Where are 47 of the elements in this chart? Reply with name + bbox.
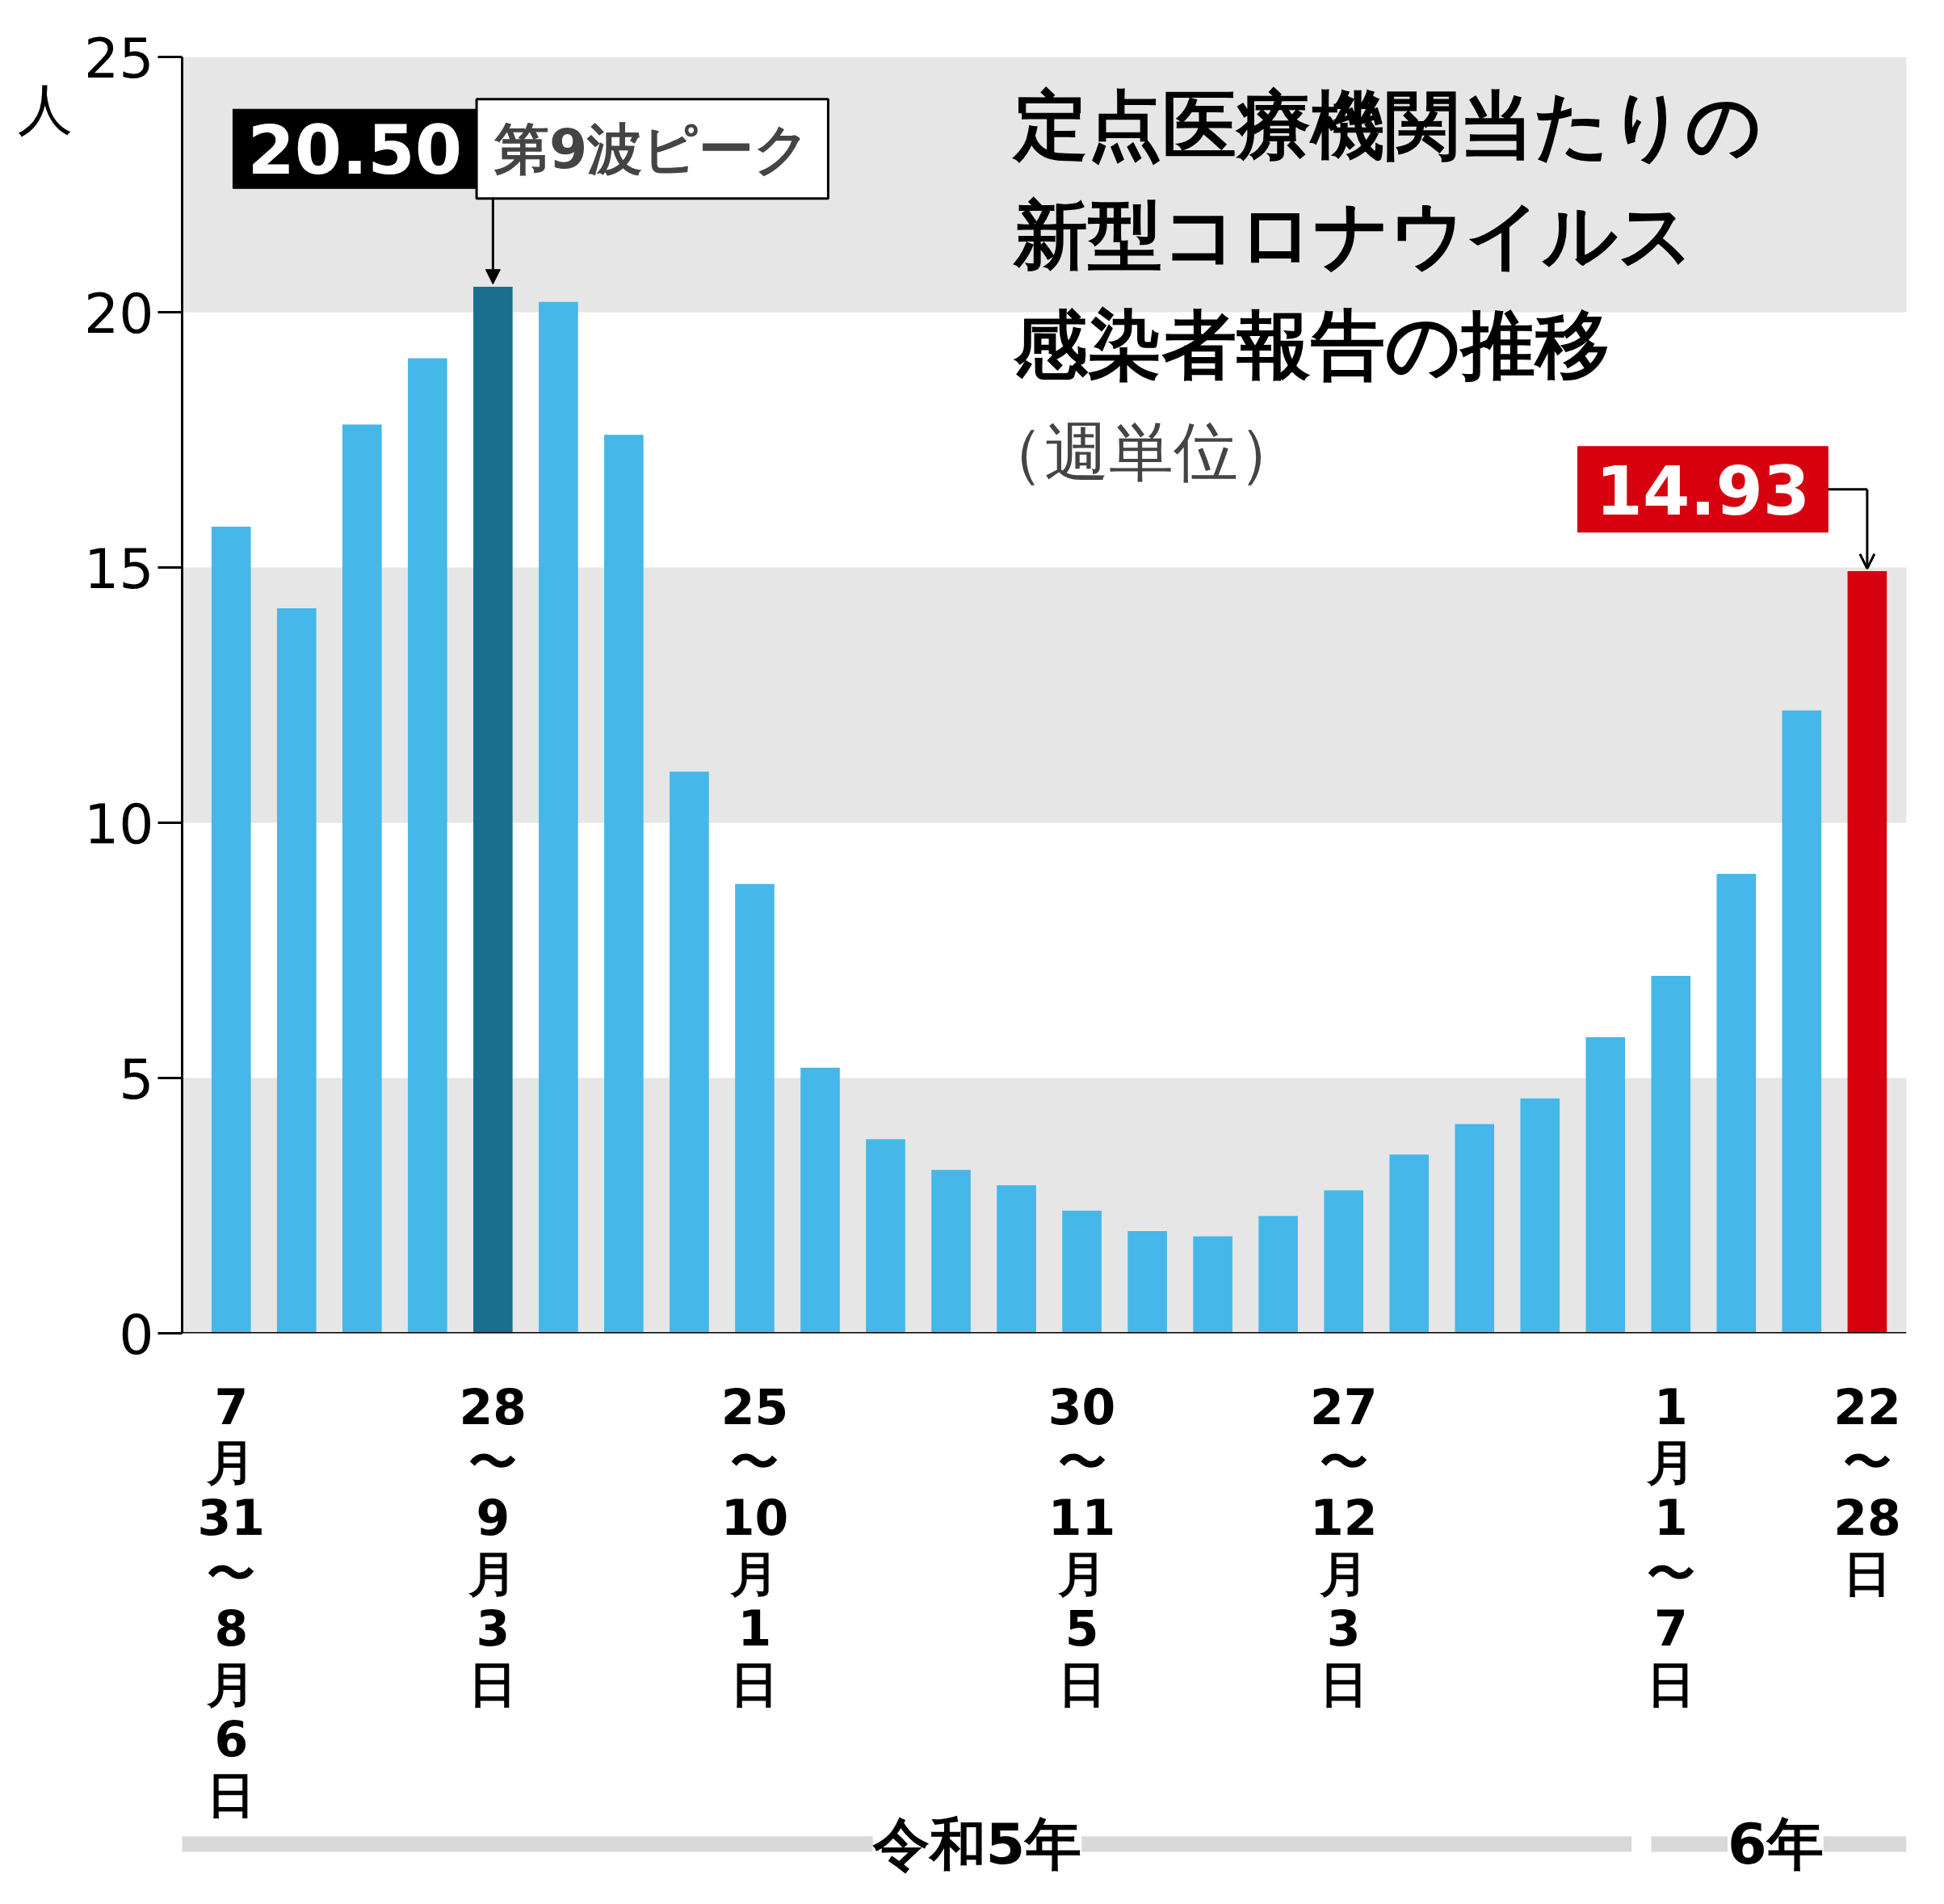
bar bbox=[1651, 976, 1691, 1334]
data-label: 20.50 bbox=[247, 111, 463, 191]
bar bbox=[276, 608, 317, 1334]
bar bbox=[670, 771, 709, 1334]
y-tick-label: 15 bbox=[83, 536, 154, 601]
bar bbox=[800, 1067, 840, 1334]
text: 令和5年 bbox=[871, 1810, 1082, 1877]
x-tick-label: 25〜10月1日 bbox=[720, 1378, 789, 1713]
annotation: 第9波ピーク bbox=[493, 116, 811, 181]
bar bbox=[931, 1170, 971, 1334]
bar bbox=[997, 1185, 1036, 1334]
y-tick-label: 10 bbox=[83, 792, 154, 856]
bar bbox=[866, 1139, 905, 1334]
y-tick-label: 0 bbox=[119, 1302, 154, 1367]
bar bbox=[473, 286, 513, 1334]
bar bbox=[1455, 1124, 1495, 1334]
x-tick-label: 22〜28日 bbox=[1833, 1378, 1901, 1602]
bar bbox=[1782, 710, 1822, 1334]
bar bbox=[342, 424, 382, 1334]
bar bbox=[211, 526, 251, 1334]
bar bbox=[1062, 1210, 1102, 1334]
bar bbox=[1520, 1098, 1560, 1334]
bar bbox=[1127, 1231, 1167, 1334]
text: 6年 bbox=[1728, 1810, 1824, 1877]
x-tick-label: 28〜9月3日 bbox=[459, 1378, 527, 1713]
bar bbox=[604, 435, 644, 1334]
x-tick-label: 30〜11月5日 bbox=[1048, 1378, 1116, 1713]
y-tick-label: 20 bbox=[83, 281, 154, 346]
y-axis-title: 人 bbox=[17, 77, 73, 141]
x-tick-label: 27〜12月3日 bbox=[1309, 1378, 1378, 1713]
bar bbox=[1193, 1236, 1232, 1334]
y-tick-label: 25 bbox=[83, 26, 154, 90]
bar bbox=[1258, 1216, 1298, 1334]
bar bbox=[1716, 873, 1757, 1334]
bar bbox=[1585, 1036, 1626, 1334]
bar bbox=[1324, 1190, 1363, 1334]
bar bbox=[408, 358, 447, 1334]
bar bbox=[539, 301, 578, 1334]
y-tick-label: 5 bbox=[119, 1047, 154, 1112]
x-tick-label: 7月31〜8月6日 bbox=[197, 1378, 266, 1824]
x-tick-label: 1月1〜7日 bbox=[1645, 1378, 1695, 1713]
text: 定点医療機関当たりの新型コロナウイルス感染者報告の推移 bbox=[1011, 82, 1762, 389]
text: （週単位） bbox=[980, 414, 1304, 490]
bar bbox=[735, 884, 775, 1334]
bar bbox=[1847, 570, 1887, 1334]
bar bbox=[1389, 1154, 1430, 1334]
data-label: 14.93 bbox=[1595, 451, 1811, 531]
